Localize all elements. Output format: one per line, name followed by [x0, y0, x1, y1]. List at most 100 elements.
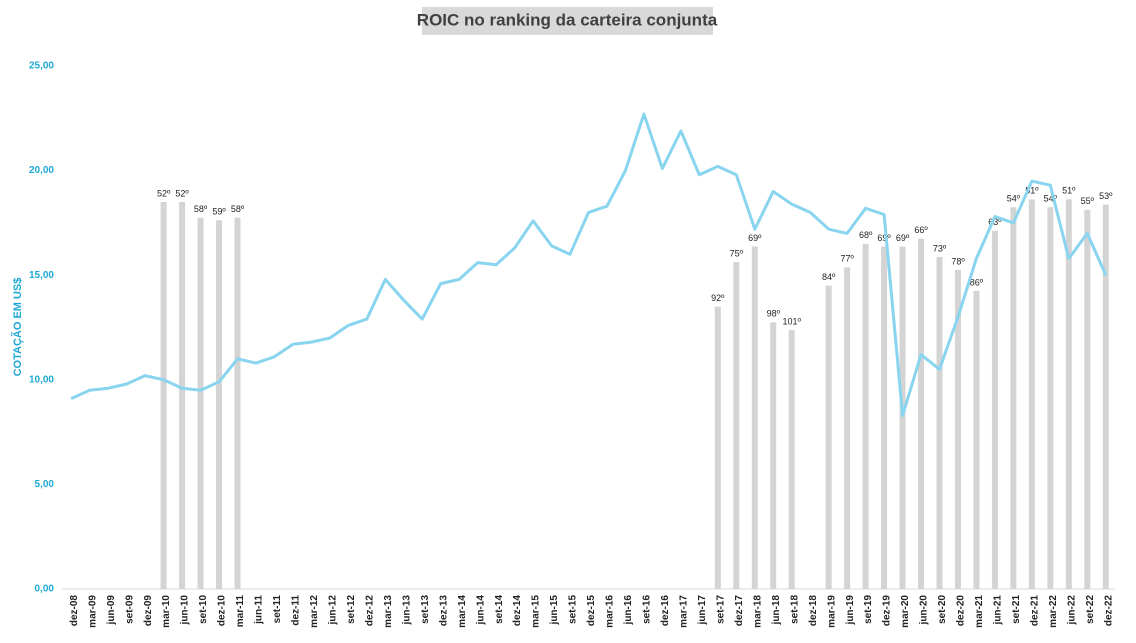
bar — [197, 217, 204, 590]
x-tick-label: jun-19 — [845, 595, 856, 626]
bar — [899, 246, 906, 589]
x-tick-label: jun-22 — [1066, 595, 1077, 626]
y-tick-label: 10,00 — [29, 374, 54, 385]
bar-label: 59º — [212, 207, 226, 217]
x-tick-label: dez-20 — [956, 595, 967, 627]
x-tick-label: mar-16 — [605, 595, 616, 628]
x-tick-label: dez-12 — [364, 595, 375, 627]
x-tick-label: jun-17 — [697, 595, 708, 626]
x-tick-label: set-18 — [789, 595, 800, 624]
x-tick-label: dez-08 — [69, 595, 80, 627]
x-tick-label: mar-19 — [826, 595, 837, 628]
x-tick-label: jun-16 — [623, 595, 634, 626]
x-tick-label: jun-21 — [993, 595, 1004, 626]
bar — [1010, 207, 1017, 589]
line — [70, 112, 1108, 417]
bar — [770, 322, 777, 589]
bar-label: 86º — [970, 277, 984, 287]
x-tick-label: dez-10 — [217, 595, 228, 627]
title-box — [422, 7, 713, 35]
bar-label: 58º — [194, 204, 208, 214]
x-tick-label: mar-21 — [974, 595, 985, 628]
bar — [936, 256, 943, 589]
bar-label: 54º — [1007, 194, 1021, 204]
bar — [733, 262, 740, 589]
x-tick-label: set-17 — [715, 595, 726, 624]
bar-label: 98º — [767, 309, 781, 319]
bar-label: 69º — [877, 233, 891, 243]
bar — [1028, 199, 1035, 590]
x-tick-label: dez-14 — [512, 595, 523, 627]
bar — [844, 267, 851, 589]
x-tick-label: jun-12 — [328, 595, 339, 626]
bar — [825, 285, 832, 589]
x-tick-label: mar-09 — [87, 595, 98, 628]
bar — [234, 217, 241, 590]
x-tick-label: set-20 — [937, 595, 948, 624]
bar-label: 51º — [1062, 186, 1076, 196]
bar-label: 101º — [783, 316, 802, 326]
x-tick-label: dez-17 — [734, 595, 745, 627]
bar-label: 63º — [988, 217, 1002, 227]
x-tick-label: mar-20 — [900, 595, 911, 628]
x-tick-label: mar-13 — [383, 595, 394, 628]
x-tick-label: dez-18 — [808, 595, 819, 627]
bar-label: 68º — [859, 230, 873, 240]
x-tick-label: set-19 — [863, 595, 874, 624]
bar-label: 53º — [1099, 191, 1113, 201]
x-tick-label: jun-10 — [180, 595, 191, 626]
x-tick-label: jun-11 — [254, 595, 265, 625]
bar — [918, 238, 925, 589]
x-tick-label: dez-21 — [1030, 595, 1041, 627]
x-tick-label: dez-19 — [882, 595, 893, 627]
x-tick-label: dez-09 — [143, 595, 154, 627]
bar-label: 73º — [933, 243, 947, 253]
bar-label: 55º — [1081, 196, 1095, 206]
x-tick-label: set-15 — [568, 595, 579, 624]
x-tick-label: dez-22 — [1103, 595, 1114, 627]
bar — [216, 220, 223, 589]
bar — [973, 290, 980, 589]
x-tick-label: jun-13 — [401, 595, 412, 626]
bar — [179, 201, 186, 590]
y-axis-label: COTAÇÃO EM US$ — [11, 278, 24, 377]
x-tick-label: set-21 — [1011, 595, 1022, 624]
bar-label: 54º — [1044, 194, 1058, 204]
bar-label: 52º — [157, 188, 171, 198]
x-tick-label: jun-14 — [475, 595, 486, 626]
bar — [160, 201, 167, 590]
bar — [881, 246, 888, 589]
bar — [751, 246, 758, 589]
bar-label: 51º — [1025, 186, 1039, 196]
bar — [714, 306, 721, 589]
bar-label: 92º — [711, 293, 725, 303]
bar-label: 77º — [840, 254, 854, 264]
x-tick-label: dez-11 — [291, 595, 302, 626]
bar-label: 58º — [231, 204, 245, 214]
x-tick-label: set-12 — [346, 595, 357, 624]
y-tick-label: 5,00 — [35, 479, 55, 490]
x-tick-label: jun-18 — [771, 595, 782, 626]
y-tick-label: 25,00 — [29, 61, 54, 72]
x-tick-label: set-11 — [272, 595, 283, 624]
x-tick-label: set-16 — [642, 595, 653, 624]
bar — [1084, 209, 1091, 589]
x-tick-label: jun-15 — [549, 595, 560, 626]
bar-label: 66º — [914, 225, 928, 235]
x-tick-label: dez-13 — [438, 595, 449, 627]
x-tick-label: mar-14 — [457, 595, 468, 628]
bar — [1047, 207, 1054, 589]
bar — [1102, 204, 1109, 589]
bar — [862, 243, 869, 589]
x-tick-label: mar-18 — [752, 595, 763, 628]
bar-label: 75º — [730, 249, 744, 259]
bar — [954, 269, 961, 589]
x-tick-label: dez-16 — [660, 595, 671, 627]
bar-label: 84º — [822, 272, 836, 282]
x-tick-label: mar-11 — [235, 595, 246, 628]
x-tick-label: dez-15 — [586, 595, 597, 627]
x-tick-label: set-14 — [494, 595, 505, 624]
bar-label: 69º — [896, 233, 910, 243]
y-tick-label: 15,00 — [29, 270, 54, 281]
bar-label: 69º — [748, 233, 762, 243]
